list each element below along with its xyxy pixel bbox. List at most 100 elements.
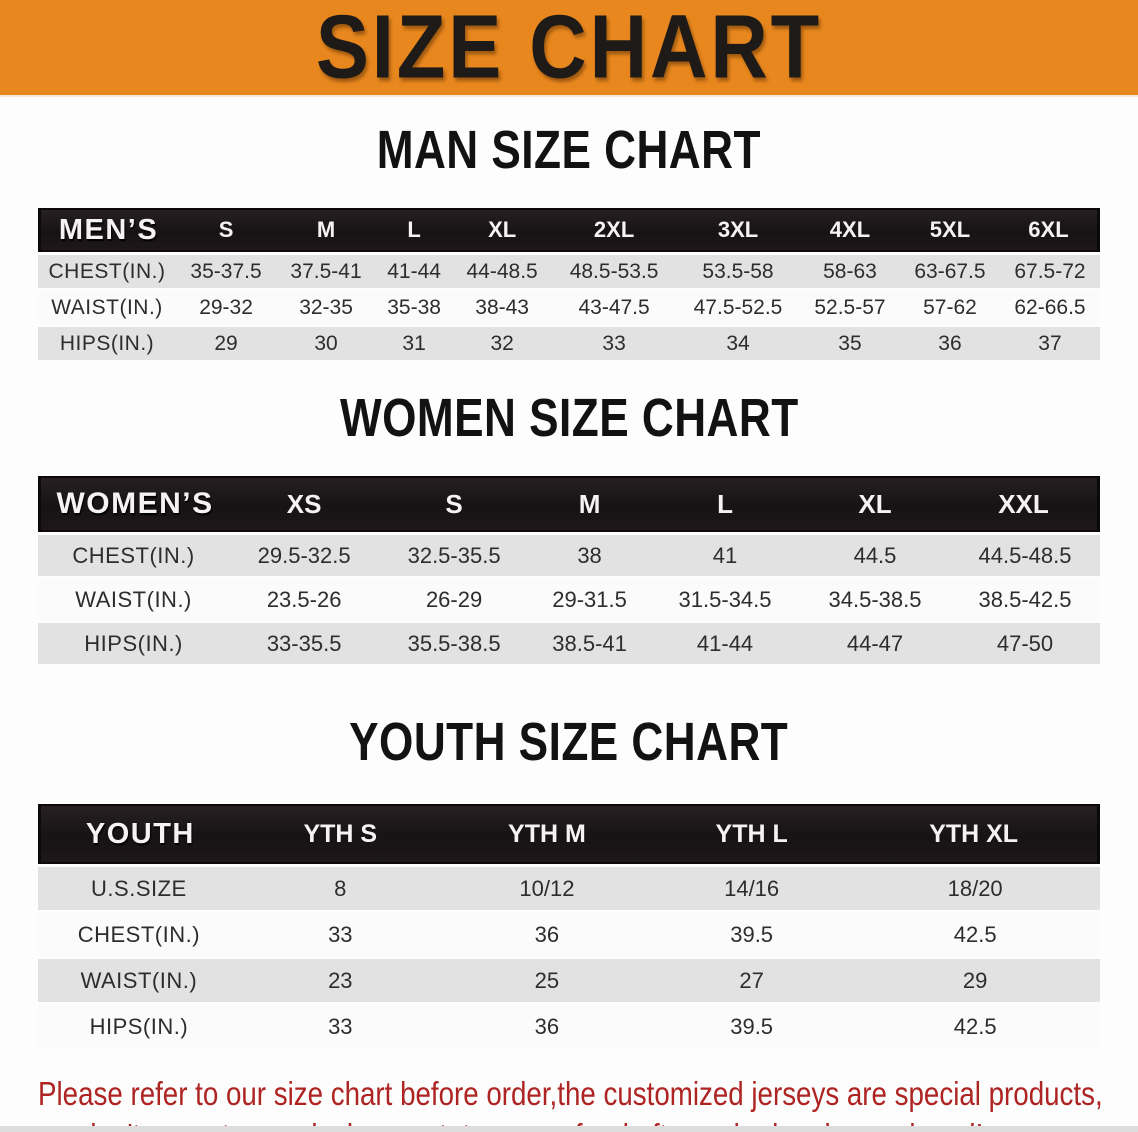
table-cell: 26-29 (379, 579, 530, 620)
womens-header-row: WOMEN’S XS S M L XL XXL (38, 476, 1100, 532)
table-cell: 67.5-72 (999, 255, 1100, 288)
mens-col-3xl: 3XL (676, 208, 800, 252)
table-row: CHEST(IN.) 33 36 39.5 42.5 (38, 913, 1100, 956)
table-cell: 39.5 (652, 913, 851, 956)
table-cell: 36 (899, 327, 1000, 360)
page-title: SIZE CHART (315, 0, 823, 97)
table-cell: 62-66.5 (999, 291, 1100, 324)
table-cell: 58-63 (799, 255, 900, 288)
table-cell: 37.5-41 (276, 255, 377, 288)
mens-col-l: L (376, 208, 453, 252)
table-cell: 32.5-35.5 (379, 535, 530, 576)
table-cell: 14/16 (652, 867, 851, 910)
table-cell: 44.5-48.5 (949, 535, 1100, 576)
womens-col-s: S (379, 476, 530, 532)
table-cell: 33-35.5 (229, 623, 380, 664)
disclaimer-line-1: Please refer to our size chart before or… (38, 1075, 1103, 1112)
table-cell: 23 (239, 959, 441, 1002)
table-cell: 38-43 (452, 291, 553, 324)
mens-corner-label: MEN’S (38, 208, 177, 252)
youth-size-section: YOUTH SIZE CHART YOUTH YTH S YTH M YTH L… (0, 712, 1138, 1051)
youth-section-title: YOUTH SIZE CHART (349, 712, 789, 773)
table-cell: 32 (452, 327, 553, 360)
table-cell: 25 (440, 959, 653, 1002)
table-cell: 33 (239, 913, 441, 956)
table-cell: 34.5-38.5 (800, 579, 950, 620)
table-cell: 38 (529, 535, 651, 576)
table-cell: 29.5-32.5 (229, 535, 380, 576)
row-label: CHEST(IN.) (38, 913, 240, 956)
table-cell: 42.5 (850, 1005, 1100, 1048)
row-label: HIPS(IN.) (38, 623, 230, 664)
table-cell: 57-62 (899, 291, 1000, 324)
table-cell: 35.5-38.5 (379, 623, 530, 664)
table-row: WAIST(IN.) 29-32 32-35 35-38 38-43 43-47… (38, 291, 1100, 324)
mens-col-2xl: 2XL (552, 208, 677, 252)
table-cell: 47-50 (949, 623, 1100, 664)
table-cell: 36 (440, 1005, 653, 1048)
table-cell: 39.5 (652, 1005, 851, 1048)
man-size-section: MAN SIZE CHART MEN’S S M L XL 2XL 3XL 4X… (0, 120, 1138, 363)
women-section-title: WOMEN SIZE CHART (339, 388, 799, 449)
youth-col-l: YTH L (652, 804, 851, 864)
table-cell: 41-44 (376, 255, 453, 288)
mens-col-6xl: 6XL (999, 208, 1100, 252)
table-cell: 29-32 (176, 291, 277, 324)
table-cell: 33 (552, 327, 677, 360)
table-cell: 23.5-26 (229, 579, 380, 620)
table-row: WAIST(IN.) 23 25 27 29 (38, 959, 1100, 1002)
table-cell: 52.5-57 (799, 291, 900, 324)
table-cell: 29 (850, 959, 1100, 1002)
table-cell: 8 (239, 867, 441, 910)
table-cell: 27 (652, 959, 851, 1002)
youth-col-s: YTH S (239, 804, 441, 864)
table-cell: 31 (376, 327, 453, 360)
row-label: HIPS(IN.) (38, 1005, 240, 1048)
womens-corner-label: WOMEN’S (38, 476, 230, 532)
table-cell: 35-37.5 (176, 255, 277, 288)
womens-col-xxl: XXL (949, 476, 1100, 532)
row-label: WAIST(IN.) (38, 291, 177, 324)
table-cell: 32-35 (276, 291, 377, 324)
table-cell: 10/12 (440, 867, 653, 910)
youth-header-row: YOUTH YTH S YTH M YTH L YTH XL (38, 804, 1100, 864)
table-cell: 41 (650, 535, 801, 576)
table-cell: 35 (799, 327, 900, 360)
row-label: CHEST(IN.) (38, 255, 177, 288)
size-chart-banner: SIZE CHART (0, 0, 1138, 97)
table-row: U.S.SIZE 8 10/12 14/16 18/20 (38, 867, 1100, 910)
table-cell: 35-38 (376, 291, 453, 324)
table-cell: 38.5-41 (529, 623, 651, 664)
table-cell: 18/20 (850, 867, 1100, 910)
row-label: WAIST(IN.) (38, 579, 230, 620)
youth-section-heading: YOUTH SIZE CHART (0, 712, 1138, 775)
women-size-section: WOMEN SIZE CHART WOMEN’S XS S M L XL XXL… (0, 388, 1138, 667)
youth-corner-label: YOUTH (38, 804, 240, 864)
table-cell: 37 (999, 327, 1100, 360)
womens-col-m: M (529, 476, 651, 532)
table-cell: 36 (440, 913, 653, 956)
table-cell: 30 (276, 327, 377, 360)
table-cell: 34 (676, 327, 800, 360)
man-section-title: MAN SIZE CHART (376, 120, 762, 181)
mens-col-s: S (176, 208, 277, 252)
women-section-heading: WOMEN SIZE CHART (0, 388, 1138, 451)
table-cell: 48.5-53.5 (552, 255, 677, 288)
table-cell: 43-47.5 (552, 291, 677, 324)
table-cell: 42.5 (850, 913, 1100, 956)
womens-col-xl: XL (800, 476, 950, 532)
table-cell: 47.5-52.5 (676, 291, 800, 324)
bottom-edge-strip (0, 1126, 1138, 1132)
mens-size-table: MEN’S S M L XL 2XL 3XL 4XL 5XL 6XL CHEST… (38, 205, 1100, 363)
table-cell: 29 (176, 327, 277, 360)
table-cell: 53.5-58 (676, 255, 800, 288)
table-row: HIPS(IN.) 33-35.5 35.5-38.5 38.5-41 41-4… (38, 623, 1100, 664)
table-cell: 44-47 (800, 623, 950, 664)
table-row: HIPS(IN.) 33 36 39.5 42.5 (38, 1005, 1100, 1048)
youth-col-xl: YTH XL (850, 804, 1100, 864)
mens-col-5xl: 5XL (899, 208, 1000, 252)
mens-header-row: MEN’S S M L XL 2XL 3XL 4XL 5XL 6XL (38, 208, 1100, 252)
table-cell: 44.5 (800, 535, 950, 576)
row-label: WAIST(IN.) (38, 959, 240, 1002)
womens-col-xs: XS (229, 476, 380, 532)
